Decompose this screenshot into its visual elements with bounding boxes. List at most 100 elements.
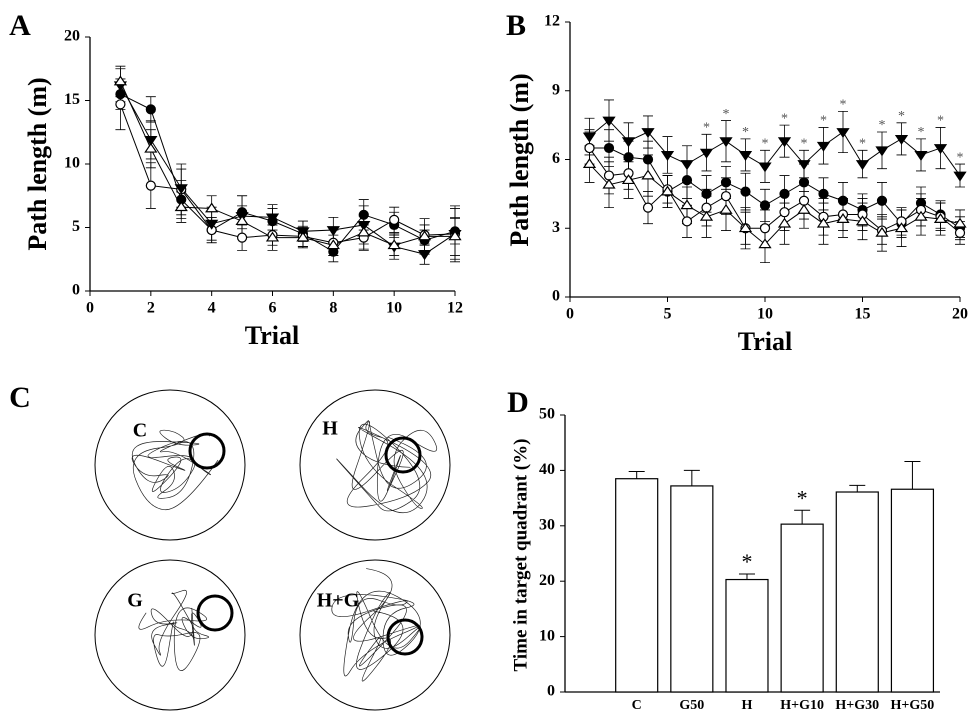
swim-path	[336, 420, 438, 514]
x-tick-label: 0	[86, 300, 94, 317]
data-point	[448, 230, 462, 241]
series-line	[119, 104, 456, 244]
x-tick-label: 15	[855, 306, 871, 323]
data-point	[236, 232, 248, 243]
data-point	[641, 128, 655, 139]
pool	[94, 559, 246, 711]
x-axis-label: Trial	[245, 321, 299, 350]
y-tick-label: 15	[64, 91, 80, 108]
y-tick-label: 0	[547, 683, 555, 700]
data-point	[602, 178, 616, 189]
data-point	[797, 203, 811, 214]
significance-mark: *	[781, 111, 788, 126]
x-tick-label: H	[742, 698, 753, 713]
data-point	[699, 210, 714, 221]
significance-mark: *	[820, 114, 827, 129]
platform	[386, 618, 424, 656]
data-point	[894, 222, 909, 233]
data-point	[265, 213, 280, 224]
y-tick-label: 20	[539, 572, 555, 589]
significance-mark: *	[762, 137, 769, 152]
data-point	[894, 134, 909, 145]
data-point	[758, 162, 772, 173]
data-point	[417, 250, 432, 261]
bar	[615, 478, 659, 693]
data-point	[681, 216, 693, 227]
swim-path	[138, 589, 209, 671]
data-point	[174, 201, 188, 212]
data-point	[953, 217, 967, 228]
data-point	[358, 209, 369, 220]
data-point	[326, 239, 340, 250]
error-bar	[683, 469, 700, 486]
data-point	[144, 135, 158, 146]
data-point	[265, 231, 280, 242]
data-point	[357, 221, 371, 231]
data-point	[875, 146, 889, 157]
data-point	[641, 169, 655, 180]
data-point	[836, 128, 850, 139]
data-point	[816, 217, 831, 228]
x-tick-label: H+G50	[891, 698, 935, 713]
significance-mark: *	[742, 125, 749, 140]
x-tick-label: 2	[147, 300, 155, 317]
data-point	[205, 202, 219, 213]
series-line	[119, 85, 456, 255]
panel-label: A	[9, 9, 31, 42]
y-tick-label: 20	[64, 28, 80, 45]
error-bar	[904, 461, 921, 490]
data-point	[660, 185, 675, 196]
data-point	[777, 217, 792, 228]
data-point	[642, 154, 654, 165]
data-point	[876, 195, 888, 206]
data-point	[113, 75, 128, 86]
data-point	[681, 175, 693, 186]
bar	[890, 488, 935, 693]
data-point	[816, 141, 831, 152]
series-line	[119, 81, 455, 246]
x-tick-label: 20	[952, 306, 968, 323]
data-point	[417, 230, 432, 241]
y-tick-label: 6	[552, 150, 560, 167]
data-point	[603, 142, 615, 154]
x-tick-label: 8	[329, 300, 337, 317]
x-tick-label: 10	[386, 300, 402, 317]
x-tick-label: H+G10	[780, 698, 824, 713]
series-line	[120, 93, 456, 253]
data-point	[621, 137, 636, 148]
swim-path	[131, 429, 219, 511]
data-point	[296, 231, 310, 242]
data-point	[680, 160, 694, 171]
maze-label: G	[127, 590, 143, 612]
data-point	[719, 203, 733, 214]
y-tick-label: 0	[552, 288, 560, 305]
data-point	[953, 171, 967, 182]
x-tick-label: 4	[208, 300, 216, 317]
series-line	[589, 119, 961, 176]
data-point	[660, 151, 675, 161]
significance-mark: *	[879, 118, 886, 133]
platform	[188, 432, 226, 470]
y-tick-label: 9	[552, 81, 560, 98]
pool	[299, 559, 451, 711]
data-point	[680, 199, 694, 210]
platform	[384, 436, 422, 474]
data-point	[855, 215, 870, 226]
data-point	[740, 186, 751, 197]
data-point	[699, 148, 714, 159]
y-tick-label: 30	[539, 516, 555, 533]
data-point	[779, 207, 790, 218]
significance-mark: *	[937, 114, 944, 129]
y-tick-label: 12	[544, 13, 560, 30]
data-point	[582, 158, 597, 168]
data-point	[797, 160, 811, 171]
significance-mark: *	[723, 107, 730, 122]
maze-label: C	[133, 420, 147, 442]
y-tick-label: 10	[64, 155, 80, 172]
data-point	[144, 142, 158, 153]
significance-mark: *	[801, 137, 808, 152]
x-tick-label: 6	[269, 300, 277, 317]
x-tick-label: C	[632, 698, 642, 713]
significance-mark: *	[797, 485, 808, 510]
data-point	[954, 227, 966, 238]
